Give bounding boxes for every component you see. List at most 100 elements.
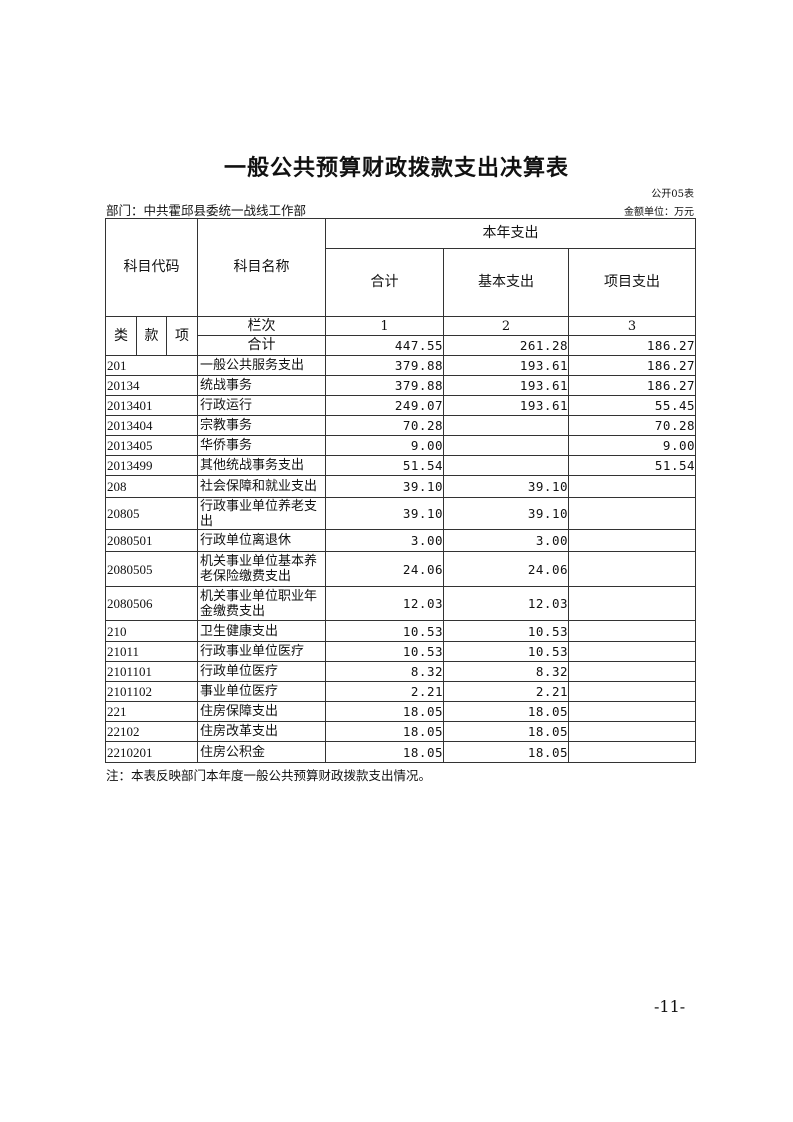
cell-total: 12.03: [325, 586, 445, 621]
table-row: 2013405 华侨事务 9.00 9.00: [104, 435, 697, 456]
table-row: 2080506 机关事业单位职业年金缴费支出 12.03 12.03: [104, 586, 697, 621]
table-row: 208 社会保障和就业支出 39.10 39.10: [104, 475, 697, 498]
cell-basic: 24.06: [443, 551, 570, 587]
cell-total: 39.10: [325, 497, 445, 530]
table-row: 22102 住房改革支出 18.05 18.05: [104, 721, 697, 742]
table-row: 20805 行政事业单位养老支出 39.10 39.10: [104, 497, 697, 530]
cell-name: 宗教事务: [197, 415, 327, 436]
cell-code: 2013401: [104, 395, 199, 416]
table-row: 210 卫生健康支出 10.53 10.53: [104, 620, 697, 642]
cell-code: 2101102: [104, 681, 199, 702]
form-number: 公开05表: [651, 189, 694, 200]
page-number: -11-: [654, 997, 686, 1016]
cell-name: 行政运行: [197, 395, 327, 416]
header-code: 科目代码: [104, 218, 199, 317]
cell-code: 2080501: [104, 529, 199, 552]
cell-project: 186.27: [568, 375, 697, 396]
cell-total: 3.00: [325, 529, 445, 552]
cell-basic: 12.03: [443, 586, 570, 621]
cell-name: 一般公共服务支出: [197, 355, 327, 376]
table-row: 2101102 事业单位医疗 2.21 2.21: [104, 681, 697, 702]
cell-total: 10.53: [325, 641, 445, 662]
cell-project: [568, 661, 697, 682]
cell-basic: 2.21: [443, 681, 570, 702]
cell-code: 20134: [104, 375, 199, 396]
cell-total: 70.28: [325, 415, 445, 436]
table-row: 2013404 宗教事务 70.28 70.28: [104, 415, 697, 436]
cell-code: 2101101: [104, 661, 199, 682]
total-label: 合计: [197, 335, 327, 356]
cell-name: 行政事业单位医疗: [197, 641, 327, 662]
cell-project: [568, 701, 697, 722]
cell-project: 70.28: [568, 415, 697, 436]
total-total: 447.55: [325, 335, 445, 356]
cell-basic: 18.05: [443, 721, 570, 742]
page-title: 一般公共预算财政拨款支出决算表: [223, 156, 569, 181]
cell-basic: [443, 455, 570, 476]
cell-total: 10.53: [325, 620, 445, 642]
cell-code: 21011: [104, 641, 199, 662]
column-no-1: 1: [325, 316, 445, 336]
table-row: 2013401 行政运行 249.07 193.61 55.45: [104, 395, 697, 416]
cell-total: 2.21: [325, 681, 445, 702]
cell-name: 行政单位离退休: [197, 529, 327, 552]
cell-project: 186.27: [568, 355, 697, 376]
cell-name: 其他统战事务支出: [197, 455, 327, 476]
header-kuan: 款: [136, 316, 167, 356]
expense-table: 科目代码 科目名称 本年支出 合计 基本支出 项目支出 类 款 项 栏次 1 2…: [104, 218, 697, 763]
cell-name: 住房公积金: [197, 741, 327, 763]
cell-project: 55.45: [568, 395, 697, 416]
cell-basic: 8.32: [443, 661, 570, 682]
cell-code: 2013405: [104, 435, 199, 456]
header-year-expense: 本年支出: [325, 218, 697, 249]
header-column-no: 栏次: [197, 316, 327, 336]
cell-basic: 18.05: [443, 701, 570, 722]
cell-basic: 10.53: [443, 620, 570, 642]
cell-total: 18.05: [325, 741, 445, 763]
cell-name: 社会保障和就业支出: [197, 475, 327, 498]
cell-code: 201: [104, 355, 199, 376]
cell-basic: 39.10: [443, 475, 570, 498]
header-project: 项目支出: [568, 248, 697, 317]
total-basic: 261.28: [443, 335, 570, 356]
cell-code: 2013499: [104, 455, 199, 476]
department-label: 部门：中共霍邱县委统一战线工作部: [106, 203, 307, 218]
cell-name: 统战事务: [197, 375, 327, 396]
cell-name: 行政单位医疗: [197, 661, 327, 682]
table-row: 2210201 住房公积金 18.05 18.05: [104, 741, 697, 763]
cell-code: 2080505: [104, 551, 199, 587]
cell-name: 住房保障支出: [197, 701, 327, 722]
cell-total: 18.05: [325, 701, 445, 722]
cell-total: 39.10: [325, 475, 445, 498]
cell-project: 51.54: [568, 455, 697, 476]
cell-name: 住房改革支出: [197, 721, 327, 742]
cell-code: 2210201: [104, 741, 199, 763]
unit-label: 金额单位：万元: [624, 207, 694, 218]
cell-total: 9.00: [325, 435, 445, 456]
cell-basic: [443, 435, 570, 456]
cell-project: [568, 497, 697, 530]
header-basic: 基本支出: [443, 248, 570, 317]
cell-total: 51.54: [325, 455, 445, 476]
cell-basic: 193.61: [443, 355, 570, 376]
cell-basic: 3.00: [443, 529, 570, 552]
footnote: 注：本表反映部门本年度一般公共预算财政拨款支出情况。: [106, 768, 432, 783]
cell-name: 行政事业单位养老支出: [197, 497, 327, 530]
cell-basic: 193.61: [443, 375, 570, 396]
cell-name: 机关事业单位基本养老保险缴费支出: [197, 551, 327, 587]
cell-total: 8.32: [325, 661, 445, 682]
cell-total: 379.88: [325, 375, 445, 396]
cell-basic: 10.53: [443, 641, 570, 662]
cell-total: 24.06: [325, 551, 445, 587]
table-row: 2101101 行政单位医疗 8.32 8.32: [104, 661, 697, 682]
header-xiang: 项: [165, 316, 199, 356]
cell-code: 210: [104, 620, 199, 642]
cell-project: [568, 741, 697, 763]
cell-project: [568, 475, 697, 498]
table-row: 201 一般公共服务支出 379.88 193.61 186.27: [104, 355, 697, 376]
column-no-3: 3: [568, 316, 697, 336]
cell-code: 2013404: [104, 415, 199, 436]
cell-code: 22102: [104, 721, 199, 742]
header-name: 科目名称: [197, 218, 327, 317]
cell-project: [568, 551, 697, 587]
